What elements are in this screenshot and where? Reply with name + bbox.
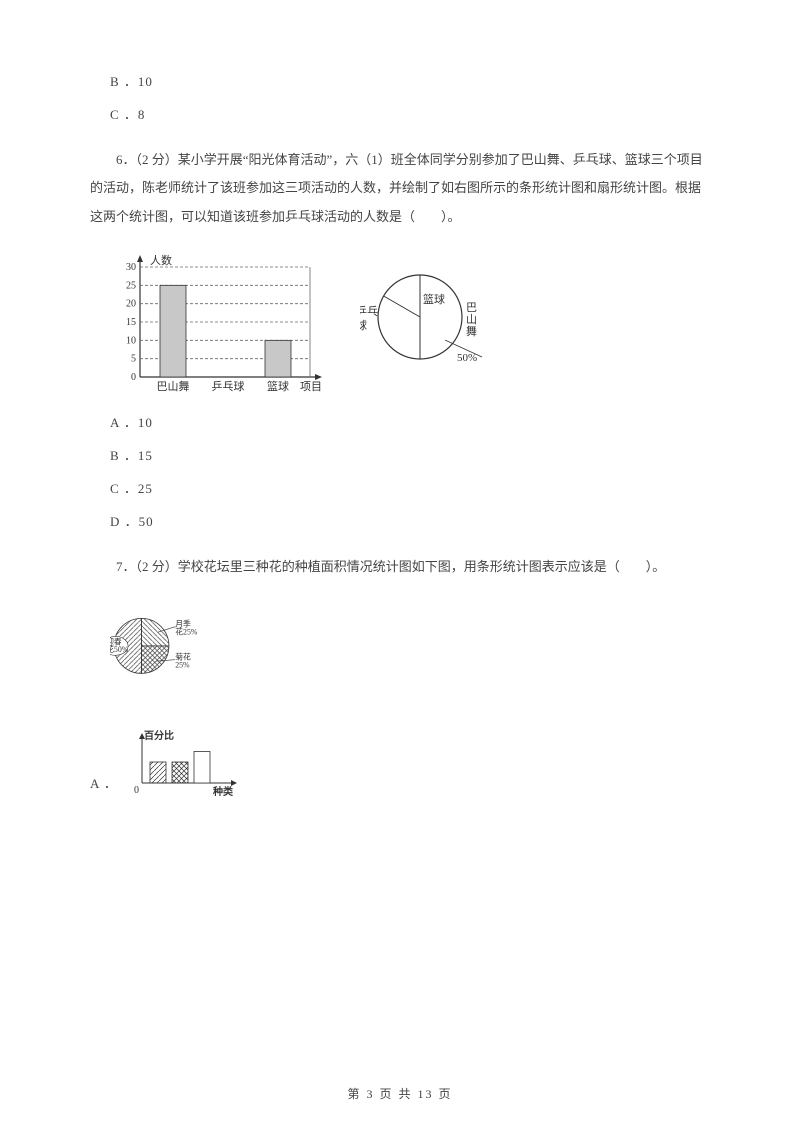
q6-option-c: C ．25	[110, 479, 710, 500]
svg-text:山: 山	[466, 313, 477, 326]
svg-text:巴: 巴	[466, 302, 477, 314]
q6-option-a: A ．10	[110, 413, 710, 434]
q6-option-d: D ．50	[110, 512, 710, 533]
svg-text:项目: 项目	[300, 380, 322, 393]
svg-text:巴山舞: 巴山舞	[157, 380, 190, 393]
q6-option-b: B ．15	[110, 446, 710, 467]
svg-text:25: 25	[126, 281, 136, 292]
question-6-text: 6．（2 分）某小学开展“阳光体育活动”，六（1）班全体同学分别参加了巴山舞、乒…	[90, 146, 710, 232]
q6-bar-chart: 0 5 10 15 20 25 30 巴山舞 乒乓球 篮球 人数项目	[110, 247, 330, 397]
svg-text:种类: 种类	[212, 785, 233, 798]
option-c-top: C ．8	[110, 105, 710, 126]
svg-text:15: 15	[126, 317, 136, 328]
svg-text:篮球: 篮球	[423, 292, 445, 306]
svg-text:球: 球	[360, 318, 367, 332]
question-7-text: 7．（2 分）学校花坛里三种花的种植面积情况统计图如下图，用条形统计图表示应该是…	[90, 553, 710, 582]
svg-text:百分比: 百分比	[144, 729, 174, 742]
svg-text:5: 5	[131, 354, 136, 365]
q6-pie-chart: 篮球巴山舞50%乒乓球	[360, 262, 490, 382]
q7-option-a-chart: 百分比种类 0	[124, 721, 244, 801]
q7-pie-chart: 迎春花50%月季花25%菊花25%	[110, 603, 220, 688]
svg-text:舞: 舞	[466, 325, 477, 338]
q6-figure-row: 051015202530巴山舞乒乓球篮球人数项目 篮球巴山舞50%乒乓球	[110, 247, 710, 397]
svg-text:25%: 25%	[175, 661, 190, 670]
svg-text:花50%: 花50%	[110, 644, 129, 654]
option-b-top: B ．10	[110, 72, 710, 93]
svg-text:20: 20	[126, 299, 136, 310]
q7-option-a-letter: A ．	[90, 774, 118, 795]
svg-text:乒乓: 乒乓	[360, 305, 378, 318]
svg-text:30: 30	[126, 262, 136, 273]
svg-text:0: 0	[131, 372, 136, 383]
svg-text:10: 10	[126, 336, 136, 347]
svg-text:0: 0	[134, 785, 139, 796]
svg-text:人数: 人数	[150, 254, 172, 267]
svg-text:乒乓球: 乒乓球	[212, 379, 245, 393]
page-footer: 第 3 页 共 13 页	[0, 1085, 800, 1104]
q7-option-a-wrap: A ． 百分比种类 0	[90, 713, 710, 801]
svg-text:篮球: 篮球	[267, 379, 289, 393]
svg-text:花25%: 花25%	[175, 627, 198, 637]
